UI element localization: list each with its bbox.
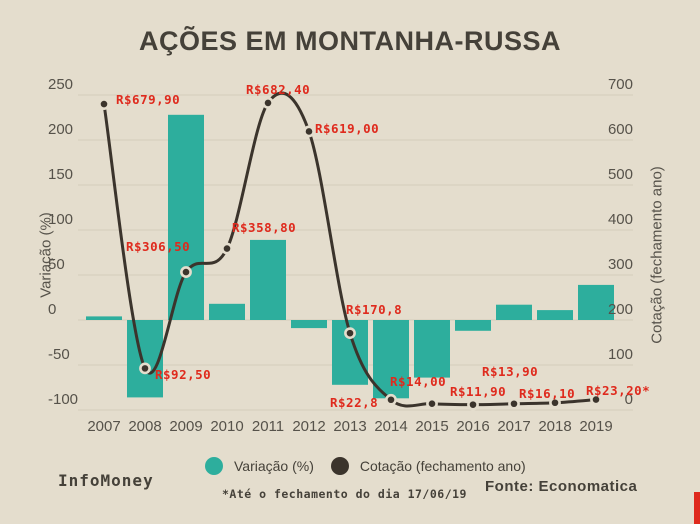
cotacao-label-2007: R$679,90 <box>116 92 181 107</box>
cotacao-point-2019 <box>590 393 602 406</box>
bar-2008 <box>127 320 163 398</box>
cotacao-point-2011 <box>262 97 274 109</box>
left-tick-0: 0 <box>48 301 57 318</box>
year-label-2015: 2015 <box>415 418 449 435</box>
bar-2012 <box>291 320 327 329</box>
bar-2010 <box>209 303 245 320</box>
cotacao-point-2008 <box>139 362 151 375</box>
cotacao-point-2009 <box>180 266 192 278</box>
left-tick--100: -100 <box>48 391 79 408</box>
right-tick-300: 300 <box>607 256 633 273</box>
cotacao-label-2013: R$170,8 <box>346 302 403 317</box>
cotacao-point-2010 <box>221 242 233 255</box>
year-label-2016: 2016 <box>456 418 490 435</box>
bar-2007 <box>86 316 122 320</box>
year-label-2019: 2019 <box>579 418 613 435</box>
year-label-2010: 2010 <box>210 418 244 435</box>
legend-swatch-variacao <box>205 457 223 475</box>
right-tick-500: 500 <box>607 166 633 183</box>
right-axis-title: Cotação (fechamento ano) <box>648 166 666 344</box>
right-tick-600: 600 <box>607 121 633 138</box>
year-label-2014: 2014 <box>374 418 408 435</box>
footnote: *Até o fechamento do dia 17/06/19 <box>222 487 467 501</box>
right-tick-200: 200 <box>607 301 633 318</box>
left-tick-200: 200 <box>48 121 74 138</box>
left-tick-250: 250 <box>48 76 74 93</box>
cotacao-point-2015 <box>426 397 438 410</box>
right-tick-100: 100 <box>607 346 633 363</box>
brand-infomoney: InfoMoney <box>58 471 154 490</box>
cotacao-point-2014 <box>385 393 397 406</box>
year-label-2017: 2017 <box>497 418 531 435</box>
cotacao-label-2012: R$619,00 <box>315 121 380 136</box>
cotacao-point-2016 <box>467 398 479 411</box>
left-tick-150: 150 <box>48 166 74 183</box>
cotacao-label-2019: R$23,20* <box>586 383 651 398</box>
year-label-2013: 2013 <box>333 418 367 435</box>
bar-2019 <box>578 284 614 320</box>
right-tick-0: 0 <box>624 391 633 408</box>
bar-2018 <box>537 310 573 320</box>
year-label-2009: 2009 <box>169 418 203 435</box>
cotacao-label-2010: R$358,80 <box>232 220 297 235</box>
cotacao-point-2013 <box>344 327 356 340</box>
red-corner-accent <box>694 492 700 524</box>
cotacao-label-2018: R$16,10 <box>519 386 576 401</box>
cotacao-point-2007 <box>98 98 110 110</box>
year-label-2008: 2008 <box>128 418 162 435</box>
bar-2015 <box>414 320 450 378</box>
year-label-2012: 2012 <box>292 418 326 435</box>
source-credit: Fonte: Economatica <box>485 478 638 495</box>
cotacao-point-2017 <box>508 397 520 410</box>
year-label-2007: 2007 <box>87 418 121 435</box>
chart-plot-area <box>78 91 633 411</box>
cotacao-label-2014: R$22,8 <box>330 395 379 410</box>
left-tick-100: 100 <box>48 211 74 228</box>
cotacao-label-2015: R$14,00 <box>390 374 447 389</box>
cotacao-line <box>102 91 598 408</box>
bar-2011 <box>250 239 286 320</box>
cotacao-label-2011: R$682,40 <box>246 82 311 97</box>
cotacao-label-2008: R$92,50 <box>155 367 212 382</box>
bar-2016 <box>455 320 491 331</box>
cotacao-label-2017: R$13,90 <box>482 364 539 379</box>
legend-label-variacao: Variação (%) <box>234 458 314 474</box>
left-axis-title: Variação (%) <box>37 212 55 298</box>
bar-2017 <box>496 304 532 320</box>
legend-label-cotacao: Cotação (fechamento ano) <box>359 458 526 474</box>
right-tick-700: 700 <box>607 76 633 93</box>
year-label-2018: 2018 <box>538 418 572 435</box>
bar-2014 <box>373 320 409 399</box>
legend-swatch-cotacao <box>330 457 349 475</box>
cotacao-label-2016: R$11,90 <box>450 384 507 399</box>
cotacao-point-2012 <box>303 125 315 138</box>
chart-title: AÇÕES EM MONTANHA-RUSSA <box>139 26 561 56</box>
right-tick-400: 400 <box>607 211 633 228</box>
left-tick-50: 50 <box>48 256 65 273</box>
chart-legend: Variação (%) Cotação (fechamento ano) <box>205 457 543 475</box>
year-label-2011: 2011 <box>251 418 285 435</box>
cotacao-label-2009: R$306,50 <box>126 239 191 254</box>
left-tick--50: -50 <box>48 346 70 363</box>
cotacao-point-2018 <box>549 396 561 409</box>
bar-2009 <box>168 114 204 320</box>
